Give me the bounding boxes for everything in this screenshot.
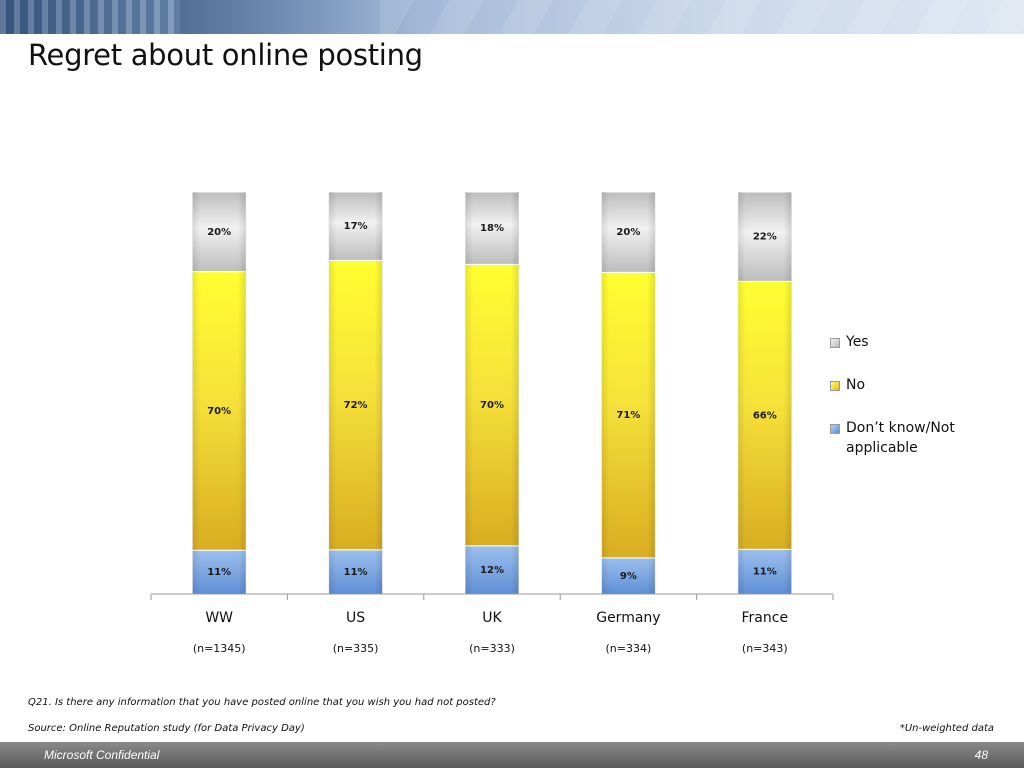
legend-item-dont-know: Don’t know/Not applicable [830, 418, 1010, 458]
sample-size-france: (n=343) [742, 642, 788, 655]
data-label-yes-germany: 20% [616, 227, 640, 238]
bar-shade-yes-ww [192, 192, 247, 272]
data-label-dont-know-ww: 11% [207, 567, 231, 578]
bar-shade-dont-know-uk [465, 545, 519, 594]
header-banner [0, 0, 1024, 34]
sample-size-germany: (n=334) [606, 642, 652, 655]
bar-shade-yes-us [328, 192, 383, 261]
legend-swatch-yes [830, 338, 840, 348]
data-label-no-us: 72% [344, 400, 368, 411]
slide-title: Regret about online posting [28, 38, 423, 72]
legend-swatch-no [830, 381, 840, 391]
category-label-uk: UK [482, 610, 502, 626]
banner-building-graphic [0, 0, 180, 34]
bars-group: 11% 70% 20% 11% 72% 17% 12% 70% 18% 9% 71% 20% 11% 66… [191, 191, 793, 595]
bar-shade-dont-know-ww [192, 550, 247, 594]
legend-item-yes: Yes [830, 332, 1010, 352]
category-label-ww: WW [205, 610, 233, 626]
weighting-note: *Un-weighted data [899, 723, 994, 734]
bar-shade-yes-uk [465, 192, 519, 265]
data-label-no-france: 66% [753, 410, 777, 421]
x-axis: WW (n=1345) US (n=335) UK (n=333) Germany (n=33… [150, 593, 834, 655]
bar-shade-dont-know-france [737, 549, 792, 594]
legend: Yes No Don’t know/Not applicable [830, 332, 1010, 481]
legend-swatch-dont-know [830, 424, 840, 434]
bar-shade-no-germany [601, 272, 656, 558]
bar-shade-dont-know-us [328, 549, 383, 594]
banner-shade [180, 0, 380, 34]
data-label-no-uk: 70% [480, 400, 504, 411]
bar-shade-yes-germany [601, 192, 656, 273]
bar-shade-no-ww [192, 271, 247, 551]
sample-size-uk: (n=333) [469, 642, 515, 655]
banner-texture [380, 0, 1024, 34]
footer-bar: Microsoft Confidential 48 [0, 742, 1024, 768]
legend-label-dont-know-line2: applicable [846, 440, 918, 456]
data-label-dont-know-uk: 12% [480, 565, 504, 576]
bar-shade-yes-france [737, 192, 792, 282]
bar-shade-dont-know-germany [601, 557, 656, 594]
category-label-germany: Germany [596, 610, 660, 626]
stacked-bar-chart: 11% 70% 20% 11% 72% 17% 12% 70% 18% 9% 71% 20% 11% 66… [150, 191, 834, 655]
sample-size-ww: (n=1345) [193, 642, 246, 655]
page-number: 48 [974, 748, 988, 762]
legend-label-no: No [846, 377, 866, 393]
sample-size-us: (n=335) [333, 642, 379, 655]
category-label-us: US [346, 610, 365, 626]
data-label-yes-us: 17% [344, 221, 368, 232]
footer-confidential: Microsoft Confidential [44, 748, 160, 762]
category-label-france: France [742, 610, 789, 626]
data-label-yes-ww: 20% [207, 227, 231, 238]
source-note: Source: Online Reputation study (for Dat… [28, 723, 305, 734]
data-label-dont-know-us: 11% [344, 567, 368, 578]
bar-shade-no-uk [465, 264, 519, 546]
legend-label-dont-know-line1: Don’t know/Not [846, 420, 955, 436]
data-label-dont-know-france: 11% [753, 567, 777, 578]
data-label-yes-france: 22% [753, 232, 777, 243]
data-label-no-germany: 71% [616, 410, 640, 421]
data-label-dont-know-germany: 9% [620, 571, 637, 582]
legend-item-no: No [830, 375, 1010, 395]
survey-question: Q21. Is there any information that you h… [28, 697, 496, 708]
bar-shade-no-france [737, 281, 792, 550]
legend-label-yes: Yes [846, 334, 869, 350]
bar-shade-no-us [328, 260, 383, 550]
data-label-no-ww: 70% [207, 406, 231, 417]
data-label-yes-uk: 18% [480, 223, 504, 234]
